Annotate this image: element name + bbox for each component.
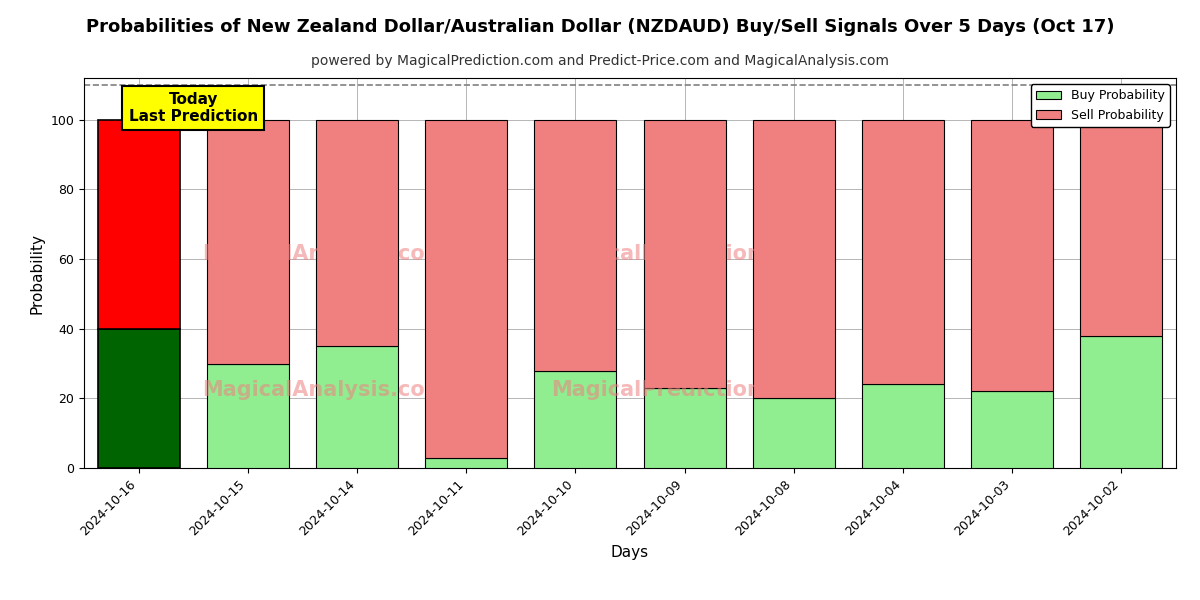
Text: MagicalPrediction.com: MagicalPrediction.com [551, 380, 818, 400]
Bar [206, 364, 289, 468]
Bar [97, 329, 180, 468]
Bar [534, 120, 617, 371]
Bar [1080, 120, 1163, 335]
Bar [643, 120, 726, 388]
Bar [316, 346, 398, 468]
Bar [1080, 335, 1163, 468]
Bar [862, 120, 944, 385]
Bar [643, 388, 726, 468]
Bar [752, 398, 835, 468]
Bar [425, 120, 508, 458]
Y-axis label: Probability: Probability [30, 232, 44, 313]
Legend: Buy Probability, Sell Probability: Buy Probability, Sell Probability [1031, 84, 1170, 127]
Text: powered by MagicalPrediction.com and Predict-Price.com and MagicalAnalysis.com: powered by MagicalPrediction.com and Pre… [311, 54, 889, 68]
X-axis label: Days: Days [611, 545, 649, 560]
Bar [862, 385, 944, 468]
Bar [206, 120, 289, 364]
Bar [971, 391, 1054, 468]
Text: MagicalPrediction.com: MagicalPrediction.com [551, 244, 818, 263]
Bar [97, 120, 180, 329]
Bar [534, 371, 617, 468]
Text: MagicalAnalysis.com: MagicalAnalysis.com [202, 380, 446, 400]
Text: MagicalAnalysis.com: MagicalAnalysis.com [202, 244, 446, 263]
Text: Probabilities of New Zealand Dollar/Australian Dollar (NZDAUD) Buy/Sell Signals : Probabilities of New Zealand Dollar/Aust… [85, 18, 1115, 36]
Bar [752, 120, 835, 398]
Text: Today
Last Prediction: Today Last Prediction [128, 92, 258, 124]
Bar [971, 120, 1054, 391]
Bar [316, 120, 398, 346]
Bar [425, 458, 508, 468]
